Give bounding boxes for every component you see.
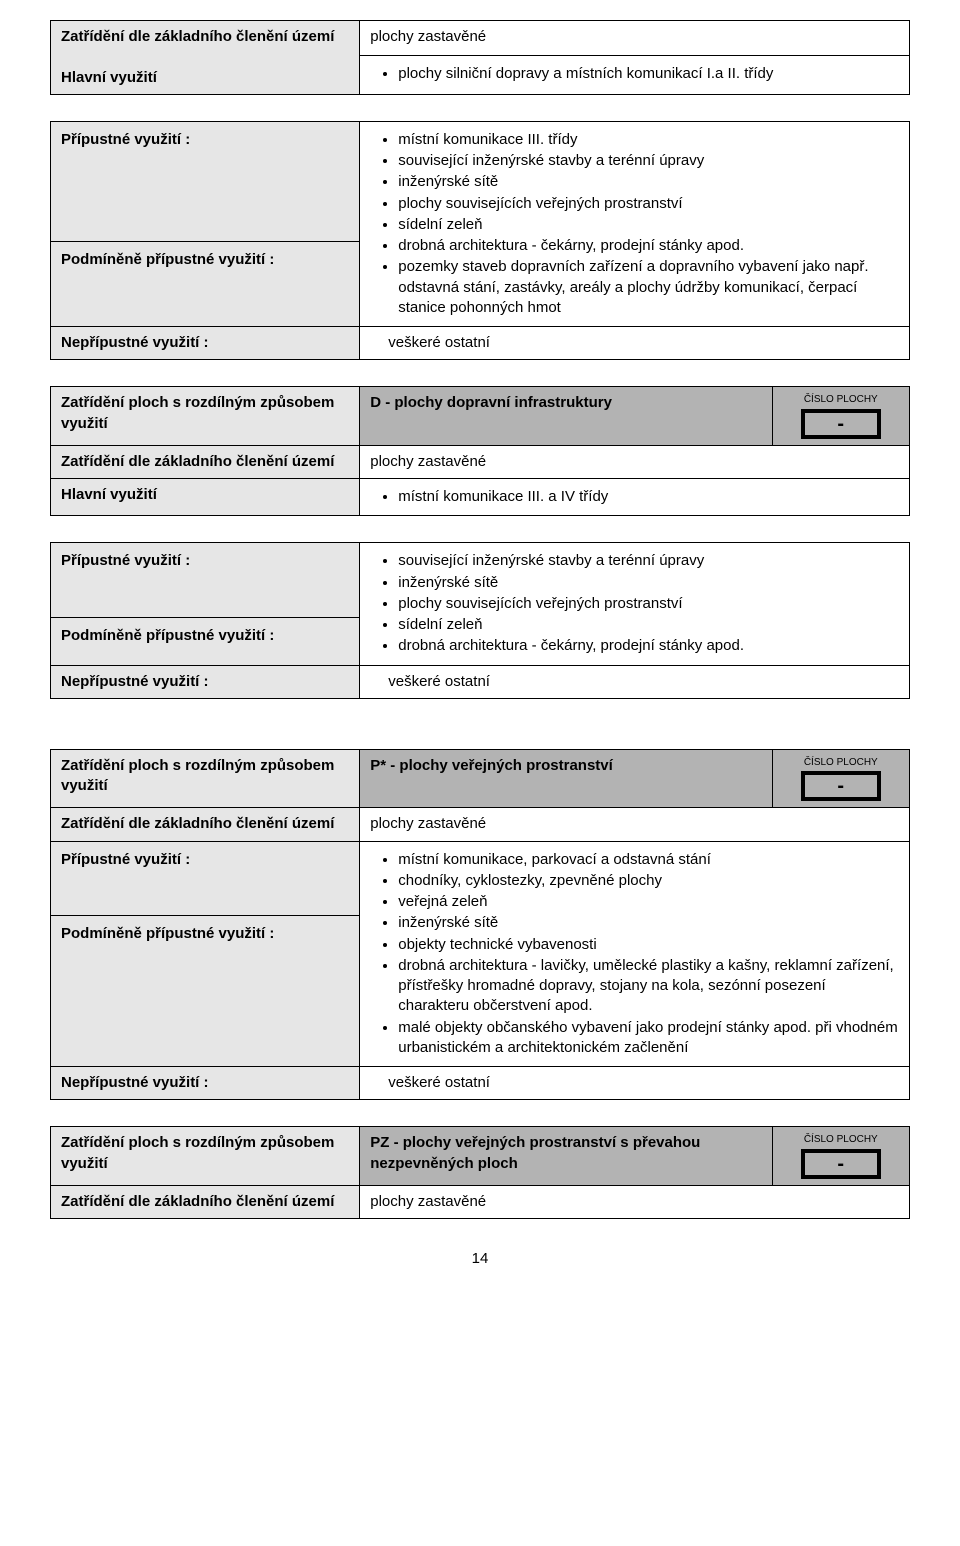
- label-nepripustne: Nepřípustné využití :: [51, 665, 360, 698]
- label-zatrideni-zakl: Zatřídění dle základního členění území: [61, 28, 334, 45]
- list-item: drobná architektura - čekárny, prodejní …: [398, 236, 899, 256]
- block-3: Zatřídění ploch s rozdílným způsobem vyu…: [50, 1126, 910, 1219]
- text-veskere: veškeré ostatní: [370, 334, 490, 351]
- badge-label: ČÍSLO PLOCHY: [783, 1133, 899, 1147]
- label-hlavni: Hlavní využití: [51, 479, 360, 516]
- label-podminene: Podmíněně přípustné využití :: [51, 916, 360, 1067]
- text-veskere: veškeré ostatní: [370, 1074, 490, 1091]
- list-item: plochy souvisejících veřejných prostrans…: [398, 594, 899, 614]
- block-1: Zatřídění ploch s rozdílným způsobem vyu…: [50, 386, 910, 516]
- label-zatrideni-zakl: Zatřídění dle základního členění území: [51, 445, 360, 478]
- label-pripustne: Přípustné využití :: [51, 121, 360, 241]
- list-item: plochy souvisejících veřejných prostrans…: [398, 194, 899, 214]
- b0-hlavni-list: plochy silniční dopravy a místních komun…: [360, 55, 910, 94]
- label-podminene: Podmíněně přípustné využití :: [51, 241, 360, 326]
- list: místní komunikace, parkovací a odstavná …: [370, 850, 899, 1059]
- label-nepripustne: Nepřípustné využití :: [51, 327, 360, 360]
- label-hlavni: Hlavní využití: [61, 69, 157, 86]
- list: plochy silniční dopravy a místních komun…: [370, 64, 899, 84]
- badge-label: ČÍSLO PLOCHY: [783, 393, 899, 407]
- list-item: sídelní zeleň: [398, 615, 899, 635]
- list-item: související inženýrské stavby a terénní …: [398, 151, 899, 171]
- b0-pripustne-podminene: místní komunikace III. třídy související…: [360, 121, 910, 326]
- list-item: drobná architektura - čekárny, prodejní …: [398, 636, 899, 656]
- row-zatrideni-hlavni-label: Zatřídění dle základního členění území H…: [51, 21, 360, 95]
- b1-nepripustne: veškeré ostatní: [360, 665, 910, 698]
- list-item: inženýrské sítě: [398, 573, 899, 593]
- b2-zakl: plochy zastavěné: [360, 808, 910, 841]
- block-1b: Přípustné využití : související inženýrs…: [50, 542, 910, 699]
- list-item: sídelní zeleň: [398, 215, 899, 235]
- list-item: místní komunikace, parkovací a odstavná …: [398, 850, 899, 870]
- block-2: Zatřídění ploch s rozdílným způsobem vyu…: [50, 749, 910, 1101]
- block-0: Zatřídění dle základního členění území H…: [50, 20, 910, 95]
- list-item: inženýrské sítě: [398, 172, 899, 192]
- label-zatrideni-rozdil: Zatřídění ploch s rozdílným způsobem vyu…: [51, 749, 360, 808]
- badge-wrap: ČÍSLO PLOCHY -: [772, 387, 909, 446]
- b2-pripustne-podminene: místní komunikace, parkovací a odstavná …: [360, 841, 910, 1067]
- list-item: objekty technické vybavenosti: [398, 935, 899, 955]
- label-pripustne: Přípustné využití :: [51, 543, 360, 618]
- b1-hlavni: místní komunikace III. a IV třídy: [360, 479, 910, 516]
- badge-value: -: [801, 409, 881, 439]
- badge-wrap: ČÍSLO PLOCHY -: [772, 1127, 909, 1186]
- block-0b: Přípustné využití : místní komunikace II…: [50, 121, 910, 361]
- list-item: plochy silniční dopravy a místních komun…: [398, 64, 899, 84]
- text-veskere: veškeré ostatní: [370, 673, 490, 690]
- b0-hlavni-top: plochy zastavěné: [360, 21, 910, 56]
- b2-nepripustne: veškeré ostatní: [360, 1067, 910, 1100]
- label-zatrideni-zakl: Zatřídění dle základního členění území: [51, 1185, 360, 1218]
- list-item: pozemky staveb dopravních zařízení a dop…: [398, 257, 899, 318]
- list: související inženýrské stavby a terénní …: [370, 551, 899, 656]
- badge-label: ČÍSLO PLOCHY: [783, 756, 899, 770]
- b3-title: PZ - plochy veřejných prostranství s pře…: [360, 1127, 772, 1186]
- list-item: malé objekty občanského vybavení jako pr…: [398, 1018, 899, 1059]
- b0-nepripustne: veškeré ostatní: [360, 327, 910, 360]
- label-zatrideni-rozdil: Zatřídění ploch s rozdílným způsobem vyu…: [51, 1127, 360, 1186]
- list-item: chodníky, cyklostezky, zpevněné plochy: [398, 871, 899, 891]
- list-item: místní komunikace III. a IV třídy: [398, 487, 899, 507]
- list: místní komunikace III. třídy související…: [370, 130, 899, 318]
- b1-pripustne-podminene: související inženýrské stavby a terénní …: [360, 543, 910, 665]
- badge-value: -: [801, 1149, 881, 1179]
- list-item: inženýrské sítě: [398, 913, 899, 933]
- b2-title: P* - plochy veřejných prostranství: [360, 749, 772, 808]
- list-item: místní komunikace III. třídy: [398, 130, 899, 150]
- list-item: veřejná zeleň: [398, 892, 899, 912]
- b1-zakl: plochy zastavěné: [360, 445, 910, 478]
- list-item: drobná architektura - lavičky, umělecké …: [398, 956, 899, 1017]
- label-zatrideni-zakl: Zatřídění dle základního členění území: [51, 808, 360, 841]
- label-pripustne: Přípustné využití :: [51, 841, 360, 916]
- label-nepripustne: Nepřípustné využití :: [51, 1067, 360, 1100]
- badge-wrap: ČÍSLO PLOCHY -: [772, 749, 909, 808]
- badge-value: -: [801, 771, 881, 801]
- b1-title: D - plochy dopravní infrastruktury: [360, 387, 772, 446]
- list: místní komunikace III. a IV třídy: [370, 487, 899, 507]
- text-plochy-zastavene: plochy zastavěné: [370, 28, 486, 45]
- list-item: související inženýrské stavby a terénní …: [398, 551, 899, 571]
- page-number: 14: [50, 1249, 910, 1269]
- label-zatrideni-rozdil: Zatřídění ploch s rozdílným způsobem vyu…: [51, 387, 360, 446]
- label-podminene: Podmíněně přípustné využití :: [51, 618, 360, 665]
- b3-zakl: plochy zastavěné: [360, 1185, 910, 1218]
